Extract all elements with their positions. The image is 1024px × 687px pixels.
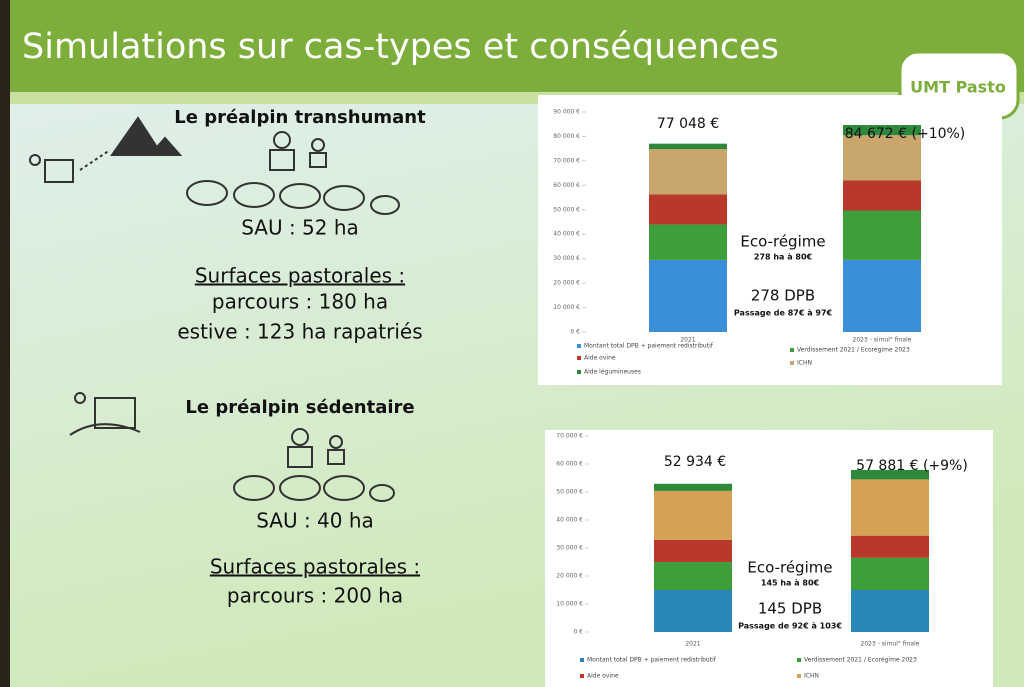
section-line: SAU : 52 ha: [241, 216, 359, 240]
legend-label: Verdissement 2021 / Ecorégime 2023: [804, 657, 917, 664]
bar-segment: [843, 135, 921, 181]
bar-segment: [649, 143, 727, 150]
bar-segment: [843, 180, 921, 211]
annotation: Eco-régime: [740, 233, 825, 251]
y-tick-label: 80 000 €: [553, 133, 580, 140]
bar-segment: [843, 210, 921, 260]
legend-swatch: [797, 674, 801, 678]
section-line: SAU : 40 ha: [256, 509, 374, 533]
y-tick-label: 30 000 €: [553, 255, 580, 262]
bar-segment: [851, 479, 929, 536]
y-tick-label: 60 000 €: [556, 461, 583, 468]
bar-segment: [843, 125, 921, 136]
x-tick-label: 2021: [680, 337, 695, 344]
legend-swatch: [580, 658, 584, 662]
legend-label: Montant total DPB + paiement redistribut…: [584, 343, 714, 350]
chart-panel: [538, 95, 1002, 385]
bar-segment: [654, 539, 732, 562]
bar-segment: [649, 149, 727, 195]
y-tick-label: 40 000 €: [556, 517, 583, 524]
annotation: 278 ha à 80€: [754, 253, 813, 262]
bar-segment: [851, 557, 929, 590]
x-tick-label: 2023 - simul° finale: [861, 641, 920, 648]
y-tick-label: 10 000 €: [556, 601, 583, 608]
section-line: parcours : 200 ha: [227, 584, 403, 608]
y-tick-label: 70 000 €: [553, 157, 580, 164]
slide-title: Simulations sur cas-types et conséquence…: [22, 27, 779, 67]
legend-swatch: [797, 658, 801, 662]
y-tick-label: 30 000 €: [556, 545, 583, 552]
y-tick-label: 60 000 €: [553, 182, 580, 189]
total-label: 84 672 € (+10%): [845, 126, 966, 142]
y-tick-label: 0 €: [573, 629, 583, 636]
bar-segment: [654, 562, 732, 590]
bar-segment: [851, 535, 929, 558]
title-band: [10, 0, 1024, 92]
section-title: Le préalpin transhumant: [174, 107, 426, 128]
bar-segment: [851, 590, 929, 632]
legend-label: Aide légumineuses: [584, 369, 641, 376]
annotation: Passage de 92€ à 103€: [738, 622, 842, 631]
section-title: Le préalpin sédentaire: [185, 397, 414, 418]
legend-swatch: [790, 348, 794, 352]
legend-swatch: [577, 370, 581, 374]
bar-segment: [851, 469, 929, 480]
icons: [29, 116, 400, 502]
y-tick-label: 70 000 €: [556, 433, 583, 440]
legend-label: ICHN: [804, 673, 819, 680]
bar-segment: [649, 259, 727, 332]
x-tick-label: 2021: [685, 641, 700, 648]
bar-segment: [654, 483, 732, 491]
y-tick-label: 0 €: [570, 329, 580, 336]
y-tick-label: 90 000 €: [553, 109, 580, 116]
bar-segment: [843, 259, 921, 332]
total-label: 52 934 €: [664, 454, 726, 470]
annotation: 145 DPB: [758, 600, 822, 618]
y-tick-label: 10 000 €: [553, 304, 580, 311]
section-line: estive : 123 ha rapatriés: [177, 320, 422, 344]
legend-swatch: [577, 344, 581, 348]
y-tick-label: 50 000 €: [553, 206, 580, 213]
logo: UMT Pasto: [910, 78, 1006, 97]
legend-swatch: [580, 674, 584, 678]
legend-label: Aide ovine: [584, 355, 616, 362]
annotation: Passage de 87€ à 97€: [734, 309, 833, 318]
x-tick-label: 2023 - simul° finale: [853, 337, 912, 344]
section-line: Surfaces pastorales :: [210, 555, 420, 579]
y-tick-label: 40 000 €: [553, 231, 580, 238]
annotation: 278 DPB: [751, 287, 815, 305]
y-tick-label: 50 000 €: [556, 489, 583, 496]
legend-swatch: [790, 361, 794, 365]
section-line: parcours : 180 ha: [212, 290, 388, 314]
bar-segment: [649, 194, 727, 225]
section-line: Surfaces pastorales :: [195, 264, 405, 288]
bar-segment: [654, 590, 732, 632]
annotation: 145 ha à 80€: [761, 579, 820, 588]
y-tick-label: 20 000 €: [553, 280, 580, 287]
legend-label: Aide ovine: [587, 673, 619, 680]
bar-segment: [654, 490, 732, 540]
total-label: 77 048 €: [657, 116, 719, 132]
legend-label: Verdissement 2021 / Ecorégime 2023: [797, 347, 910, 354]
legend-swatch: [577, 356, 581, 360]
annotation: Eco-régime: [747, 559, 832, 577]
total-label: 57 881 € (+9%): [856, 458, 968, 474]
legend-label: ICHN: [797, 360, 812, 367]
legend-label: Montant total DPB + paiement redistribut…: [587, 657, 717, 664]
bar-segment: [649, 224, 727, 260]
y-tick-label: 20 000 €: [556, 573, 583, 580]
